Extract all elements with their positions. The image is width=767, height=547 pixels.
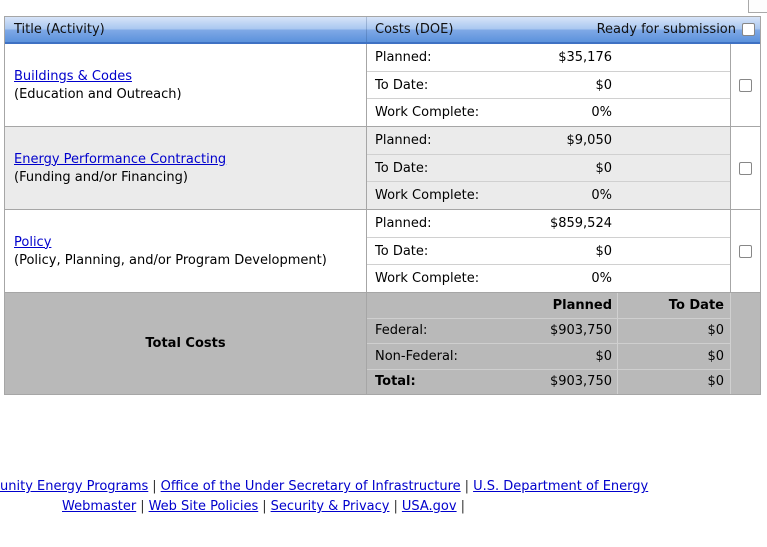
footer-link-webmaster[interactable]: Webmaster — [62, 499, 137, 514]
planned-label: Planned: — [375, 132, 432, 148]
activity-row-buildings-codes: Buildings & Codes (Education and Outreac… — [5, 44, 760, 127]
work-complete-subrow: Work Complete: 0% — [367, 264, 730, 292]
ready-checkbox-cell — [731, 127, 760, 209]
work-complete-label: Work Complete: — [375, 271, 480, 287]
planned-value: $859,524 — [549, 215, 612, 231]
activity-row-energy-performance-contracting: Energy Performance Contracting (Funding … — [5, 127, 760, 210]
total-empty-cell — [731, 293, 760, 394]
cutoff-panel-corner — [748, 0, 767, 13]
total-todate-value: $0 — [707, 374, 724, 390]
footer-separator: | — [460, 499, 465, 514]
footer-separator: | — [464, 479, 470, 494]
total-subrow: Total: $903,750 $0 — [367, 368, 730, 394]
footer-separator: | — [140, 499, 145, 514]
planned-value: $9,050 — [566, 132, 613, 148]
federal-left: Federal: $903,750 — [367, 318, 618, 343]
activity-link-buildings-codes[interactable]: Buildings & Codes — [14, 68, 132, 84]
planned-subrow: Planned: $859,524 — [367, 210, 730, 237]
ready-checkbox-cell — [731, 44, 760, 126]
work-complete-value: 0% — [591, 271, 612, 287]
footer-separator: | — [152, 479, 157, 494]
planned-label: Planned: — [375, 49, 432, 65]
ready-checkbox-policy[interactable] — [739, 244, 752, 258]
activities-cost-table: Title (Activity) Costs (DOE) Ready for s… — [4, 16, 761, 395]
todate-label: To Date: — [375, 160, 429, 176]
federal-subrow: Federal: $903,750 $0 — [367, 317, 730, 343]
todate-subrow: To Date: $0 — [367, 153, 730, 182]
nonfederal-left: Non-Federal: $0 — [367, 344, 618, 369]
ready-checkbox-cell — [731, 210, 760, 292]
footer-links-row-1: unity Energy Programs | Office of the Unde… — [0, 479, 648, 494]
planned-column-header: Planned — [552, 297, 612, 313]
total-costs-title: Total Costs — [5, 293, 367, 394]
work-complete-value: 0% — [591, 188, 612, 204]
costs-column-header: Costs (DOE) Ready for submission — [367, 17, 760, 42]
activity-title-cell: Energy Performance Contracting (Funding … — [5, 127, 367, 209]
totals-header-left: Planned — [367, 293, 618, 318]
nonfederal-todate-value: $0 — [707, 348, 724, 364]
footer-separator: | — [262, 499, 267, 514]
nonfederal-planned-value: $0 — [595, 348, 612, 364]
planned-subrow: Planned: $9,050 — [367, 127, 730, 154]
activity-title-cell: Buildings & Codes (Education and Outreac… — [5, 44, 367, 126]
footer-link-doe[interactable]: U.S. Department of Energy — [473, 479, 649, 494]
work-complete-value: 0% — [591, 105, 612, 121]
ready-checkbox-buildings-codes[interactable] — [739, 78, 752, 92]
activity-title-cell: Policy (Policy, Planning, and/or Program… — [5, 210, 367, 292]
footer-link-under-secretary[interactable]: Office of the Under Secretary of Infrast… — [160, 479, 461, 494]
activity-costs-cell: Planned: $9,050 To Date: $0 Work Complet… — [367, 127, 731, 209]
table-header-row: Title (Activity) Costs (DOE) Ready for s… — [5, 17, 760, 44]
todate-value: $0 — [595, 160, 612, 176]
planned-label: Planned: — [375, 215, 432, 231]
activity-costs-cell: Planned: $35,176 To Date: $0 Work Comple… — [367, 44, 731, 126]
footer-link-web-site-policies[interactable]: Web Site Policies — [148, 499, 259, 514]
work-complete-label: Work Complete: — [375, 105, 480, 121]
footer-link-energy-programs[interactable]: unity Energy Programs — [0, 479, 149, 494]
total-planned-value: $903,750 — [549, 374, 612, 390]
todate-label: To Date: — [375, 77, 429, 93]
total-costs-cell: Planned To Date Federal: $903,750 $0 Non… — [367, 293, 731, 394]
footer-link-security-privacy[interactable]: Security & Privacy — [270, 499, 390, 514]
ready-checkbox-energy-performance-contracting[interactable] — [739, 161, 752, 175]
activity-subtitle: (Policy, Planning, and/or Program Develo… — [14, 252, 327, 268]
nonfederal-label: Non-Federal: — [375, 348, 458, 364]
ready-for-submission-header-checkbox[interactable] — [742, 23, 755, 36]
total-costs-row: Total Costs Planned To Date Federal: $90… — [5, 293, 760, 394]
todate-value: $0 — [595, 77, 612, 93]
planned-value: $35,176 — [558, 49, 612, 65]
total-left: Total: $903,750 — [367, 369, 618, 394]
costs-doe-label: Costs (DOE) — [375, 22, 454, 37]
planned-subrow: Planned: $35,176 — [367, 44, 730, 71]
todate-value: $0 — [595, 243, 612, 259]
activity-subtitle: (Education and Outreach) — [14, 86, 182, 102]
title-activity-column-header: Title (Activity) — [5, 17, 367, 42]
total-label: Total: — [375, 374, 416, 390]
totals-header-subrow: Planned To Date — [367, 293, 730, 318]
work-complete-subrow: Work Complete: 0% — [367, 98, 730, 126]
ready-for-submission-label: Ready for submission — [596, 22, 736, 37]
activity-costs-cell: Planned: $859,524 To Date: $0 Work Compl… — [367, 210, 731, 292]
federal-label: Federal: — [375, 323, 428, 339]
todate-subrow: To Date: $0 — [367, 70, 730, 99]
federal-todate-value: $0 — [707, 323, 724, 339]
activity-row-policy: Policy (Policy, Planning, and/or Program… — [5, 210, 760, 293]
nonfederal-subrow: Non-Federal: $0 $0 — [367, 343, 730, 369]
footer-links-row-2: Webmaster | Web Site Policies | Security & P… — [62, 499, 469, 514]
work-complete-subrow: Work Complete: 0% — [367, 181, 730, 209]
todate-column-header: To Date — [668, 297, 724, 313]
footer-separator: | — [393, 499, 398, 514]
activity-link-energy-performance-contracting[interactable]: Energy Performance Contracting — [14, 151, 227, 167]
activity-link-policy[interactable]: Policy — [14, 234, 52, 250]
todate-subrow: To Date: $0 — [367, 236, 730, 265]
ready-for-submission-group: Ready for submission — [597, 22, 755, 37]
footer-link-usa-gov[interactable]: USA.gov — [401, 499, 457, 514]
federal-planned-value: $903,750 — [549, 323, 612, 339]
work-complete-label: Work Complete: — [375, 188, 480, 204]
todate-label: To Date: — [375, 243, 429, 259]
activity-subtitle: (Funding and/or Financing) — [14, 169, 188, 185]
